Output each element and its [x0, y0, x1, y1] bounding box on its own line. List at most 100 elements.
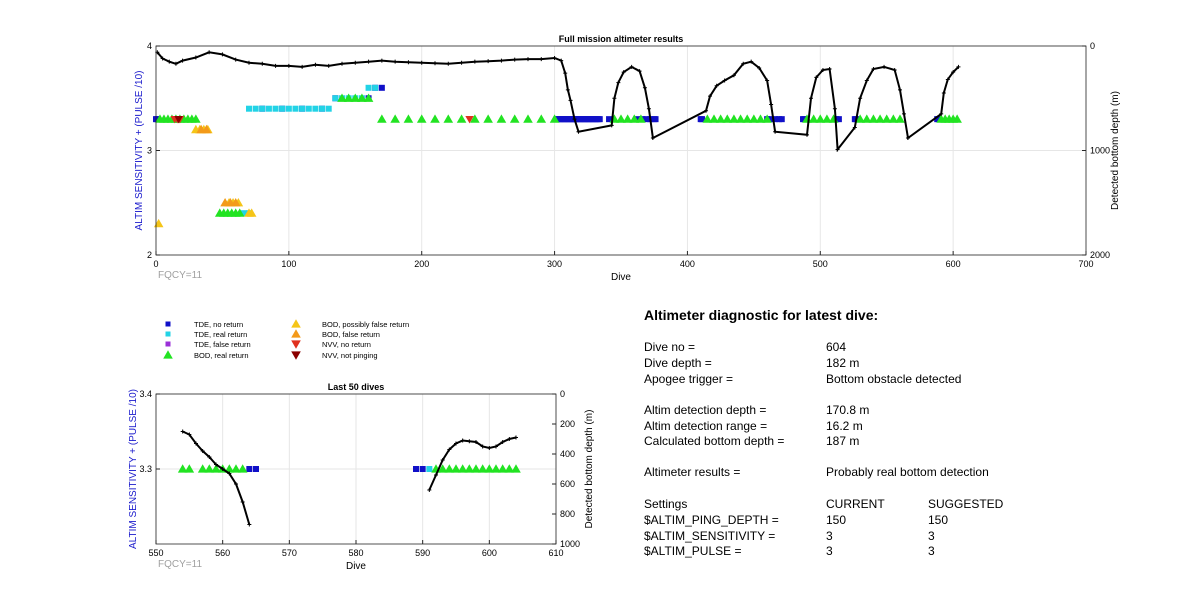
- last50-bod-real-return-point: [211, 464, 221, 473]
- legend-marker-bod-false-return: [291, 329, 301, 338]
- mission-bod-real-return-point: [729, 114, 739, 123]
- last50-bottom-depth-point: [500, 440, 505, 444]
- mission-bottom-depth-point: [835, 147, 840, 152]
- mission-bod-real-return-point: [363, 93, 374, 102]
- mission-xtick-label: 0: [153, 259, 158, 269]
- mission-tde-no-return-point: [835, 116, 842, 123]
- mission-bottom-depth-point: [572, 117, 577, 122]
- setting-suggested-ping-depth: 150: [928, 513, 949, 527]
- mission-bod-real-return-point: [616, 114, 626, 123]
- mission-nvv-no-return-point: [465, 116, 474, 124]
- mission-tde-real-return-point: [319, 105, 326, 112]
- mission-bottom-depth-point: [273, 63, 278, 68]
- mission-bottom-depth-point: [419, 60, 424, 65]
- last50-xtick-label: 600: [482, 548, 497, 558]
- last50-bod-real-return-point: [204, 464, 215, 473]
- mission-bottom-depth-point: [260, 61, 265, 66]
- mission-bottom-depth-point: [552, 56, 557, 61]
- mission-bottom-depth-point: [366, 59, 371, 64]
- last50-bod-real-return-point: [237, 464, 248, 473]
- legend-label-nvv-not-pinging: NVV, not pinging: [322, 351, 378, 360]
- last50-bod-real-return-point: [444, 464, 455, 473]
- mission-bod-real-return-point: [483, 114, 493, 123]
- mission-xtick-label: 700: [1078, 259, 1093, 269]
- last50-bottom-depth-point: [227, 471, 232, 476]
- mission-bod-real-return-point: [536, 114, 547, 123]
- last50-bottom-depth-point: [480, 444, 485, 449]
- mission-bod-real-return-point: [549, 114, 560, 123]
- last50-y2tick-label: 1000: [560, 539, 580, 549]
- last50-bod-real-return-point: [184, 464, 195, 473]
- mission-bottom-depth-point: [612, 96, 617, 101]
- mission-bod-real-return-point: [709, 114, 719, 123]
- last50-bod-real-return-point: [484, 464, 495, 473]
- mission-tde-no-return-point: [768, 116, 775, 123]
- last50-bottom-depth-point: [180, 429, 185, 434]
- mission-tde-no-return-point: [652, 116, 659, 123]
- last50-bottom-depth-point: [214, 462, 218, 467]
- mission-bottom-depth-point: [499, 58, 504, 63]
- mission-tde-real-return-point: [299, 105, 306, 112]
- mission-bottom-depth-point: [827, 66, 832, 71]
- legend-label-bod-real-return: BOD, real return: [194, 351, 249, 360]
- last50-chart: 550 560 570 580 590 600 610 3.3 3.4 0 200 400 600 800…: [128, 382, 595, 572]
- legend-marker-tde-false-return: [165, 341, 171, 347]
- mission-bottom-depth-point: [559, 58, 564, 63]
- setting-current-pulse: 3: [826, 544, 833, 558]
- mission-bottom-depth-point: [941, 91, 946, 96]
- legend-marker-tde-no-return: [165, 321, 171, 327]
- last50-y2tick-label: 0: [560, 389, 565, 399]
- mission-bottom-depth-point: [563, 71, 568, 76]
- last50-tde-no-return-point: [419, 466, 426, 472]
- mission-bod-real-return-point: [234, 208, 245, 217]
- diagnostic-title: Altimeter diagnostic for latest dive:: [644, 307, 879, 323]
- mission-bod-real-return-point: [403, 114, 414, 123]
- last50-bod-real-return-point: [464, 464, 475, 473]
- mission-tde-real-return-point: [285, 105, 292, 112]
- mission-bottom-depth-point: [193, 55, 198, 60]
- mission-bottom-depth-point: [757, 65, 762, 70]
- mission-tde-no-return-point: [699, 116, 706, 123]
- legend-marker-bod-real-return: [163, 350, 173, 359]
- mission-bottom-depth-point: [858, 96, 863, 101]
- last50-tde-no-return-point: [413, 466, 419, 472]
- mission-ytick-label: 2: [147, 250, 152, 260]
- last50-bottom-depth-point: [460, 438, 465, 443]
- mission-tde-real-return-point: [240, 210, 247, 217]
- mission-y2tick-label: 1000: [1090, 146, 1110, 156]
- mission-bottom-depth-point: [773, 129, 778, 134]
- legend-marker-bod-possibly-false-return: [291, 319, 301, 328]
- mission-bottom-depth-point: [901, 111, 906, 116]
- mission-xtick-label: 600: [946, 259, 961, 269]
- mission-bottom-depth-point: [642, 85, 647, 90]
- legend-label-tde-no-return: TDE, no return: [194, 320, 243, 329]
- mission-bottom-depth-point: [629, 64, 634, 69]
- settings-header-current: CURRENT: [826, 497, 885, 511]
- mission-bottom-depth-point: [637, 69, 642, 74]
- mission-bottom-depth-point: [247, 60, 251, 65]
- last50-bottom-depth-point: [434, 473, 438, 477]
- legend-label-tde-false-return: TDE, false return: [194, 340, 251, 349]
- mission-bottom-depth-point: [646, 106, 651, 111]
- mission-bottom-depth-point: [769, 102, 774, 107]
- last50-xlabel: Dive: [346, 561, 366, 572]
- mission-bod-real-return-point: [808, 114, 819, 123]
- last50-xtick-label: 590: [415, 548, 430, 558]
- mission-bottom-depth-point: [539, 57, 544, 62]
- last50-bod-real-return-point: [451, 464, 461, 473]
- mission-bod-real-return-point: [868, 114, 879, 123]
- last50-bottom-depth-point: [474, 440, 478, 444]
- mission-bottom-depth-point: [486, 59, 491, 64]
- last50-y2label: Detected bottom depth (m): [584, 410, 595, 529]
- last50-bottom-depth-point: [487, 446, 492, 450]
- last50-bottom-depth-point: [494, 444, 498, 449]
- last50-bod-real-return-point: [197, 464, 208, 473]
- mission-bottom-depth-point: [446, 61, 451, 66]
- last50-ylabel: ALTIM SENSITIVITY + (PULSE /10): [128, 389, 139, 549]
- last50-bod-real-return-point: [491, 464, 501, 473]
- mission-bottom-depth-point: [393, 59, 398, 64]
- mission-tde-real-return-point: [259, 105, 266, 112]
- last50-bod-real-return-point: [457, 464, 468, 473]
- last50-xtick-label: 580: [348, 548, 363, 558]
- last50-fqcy-note: FQCY=11: [158, 559, 202, 570]
